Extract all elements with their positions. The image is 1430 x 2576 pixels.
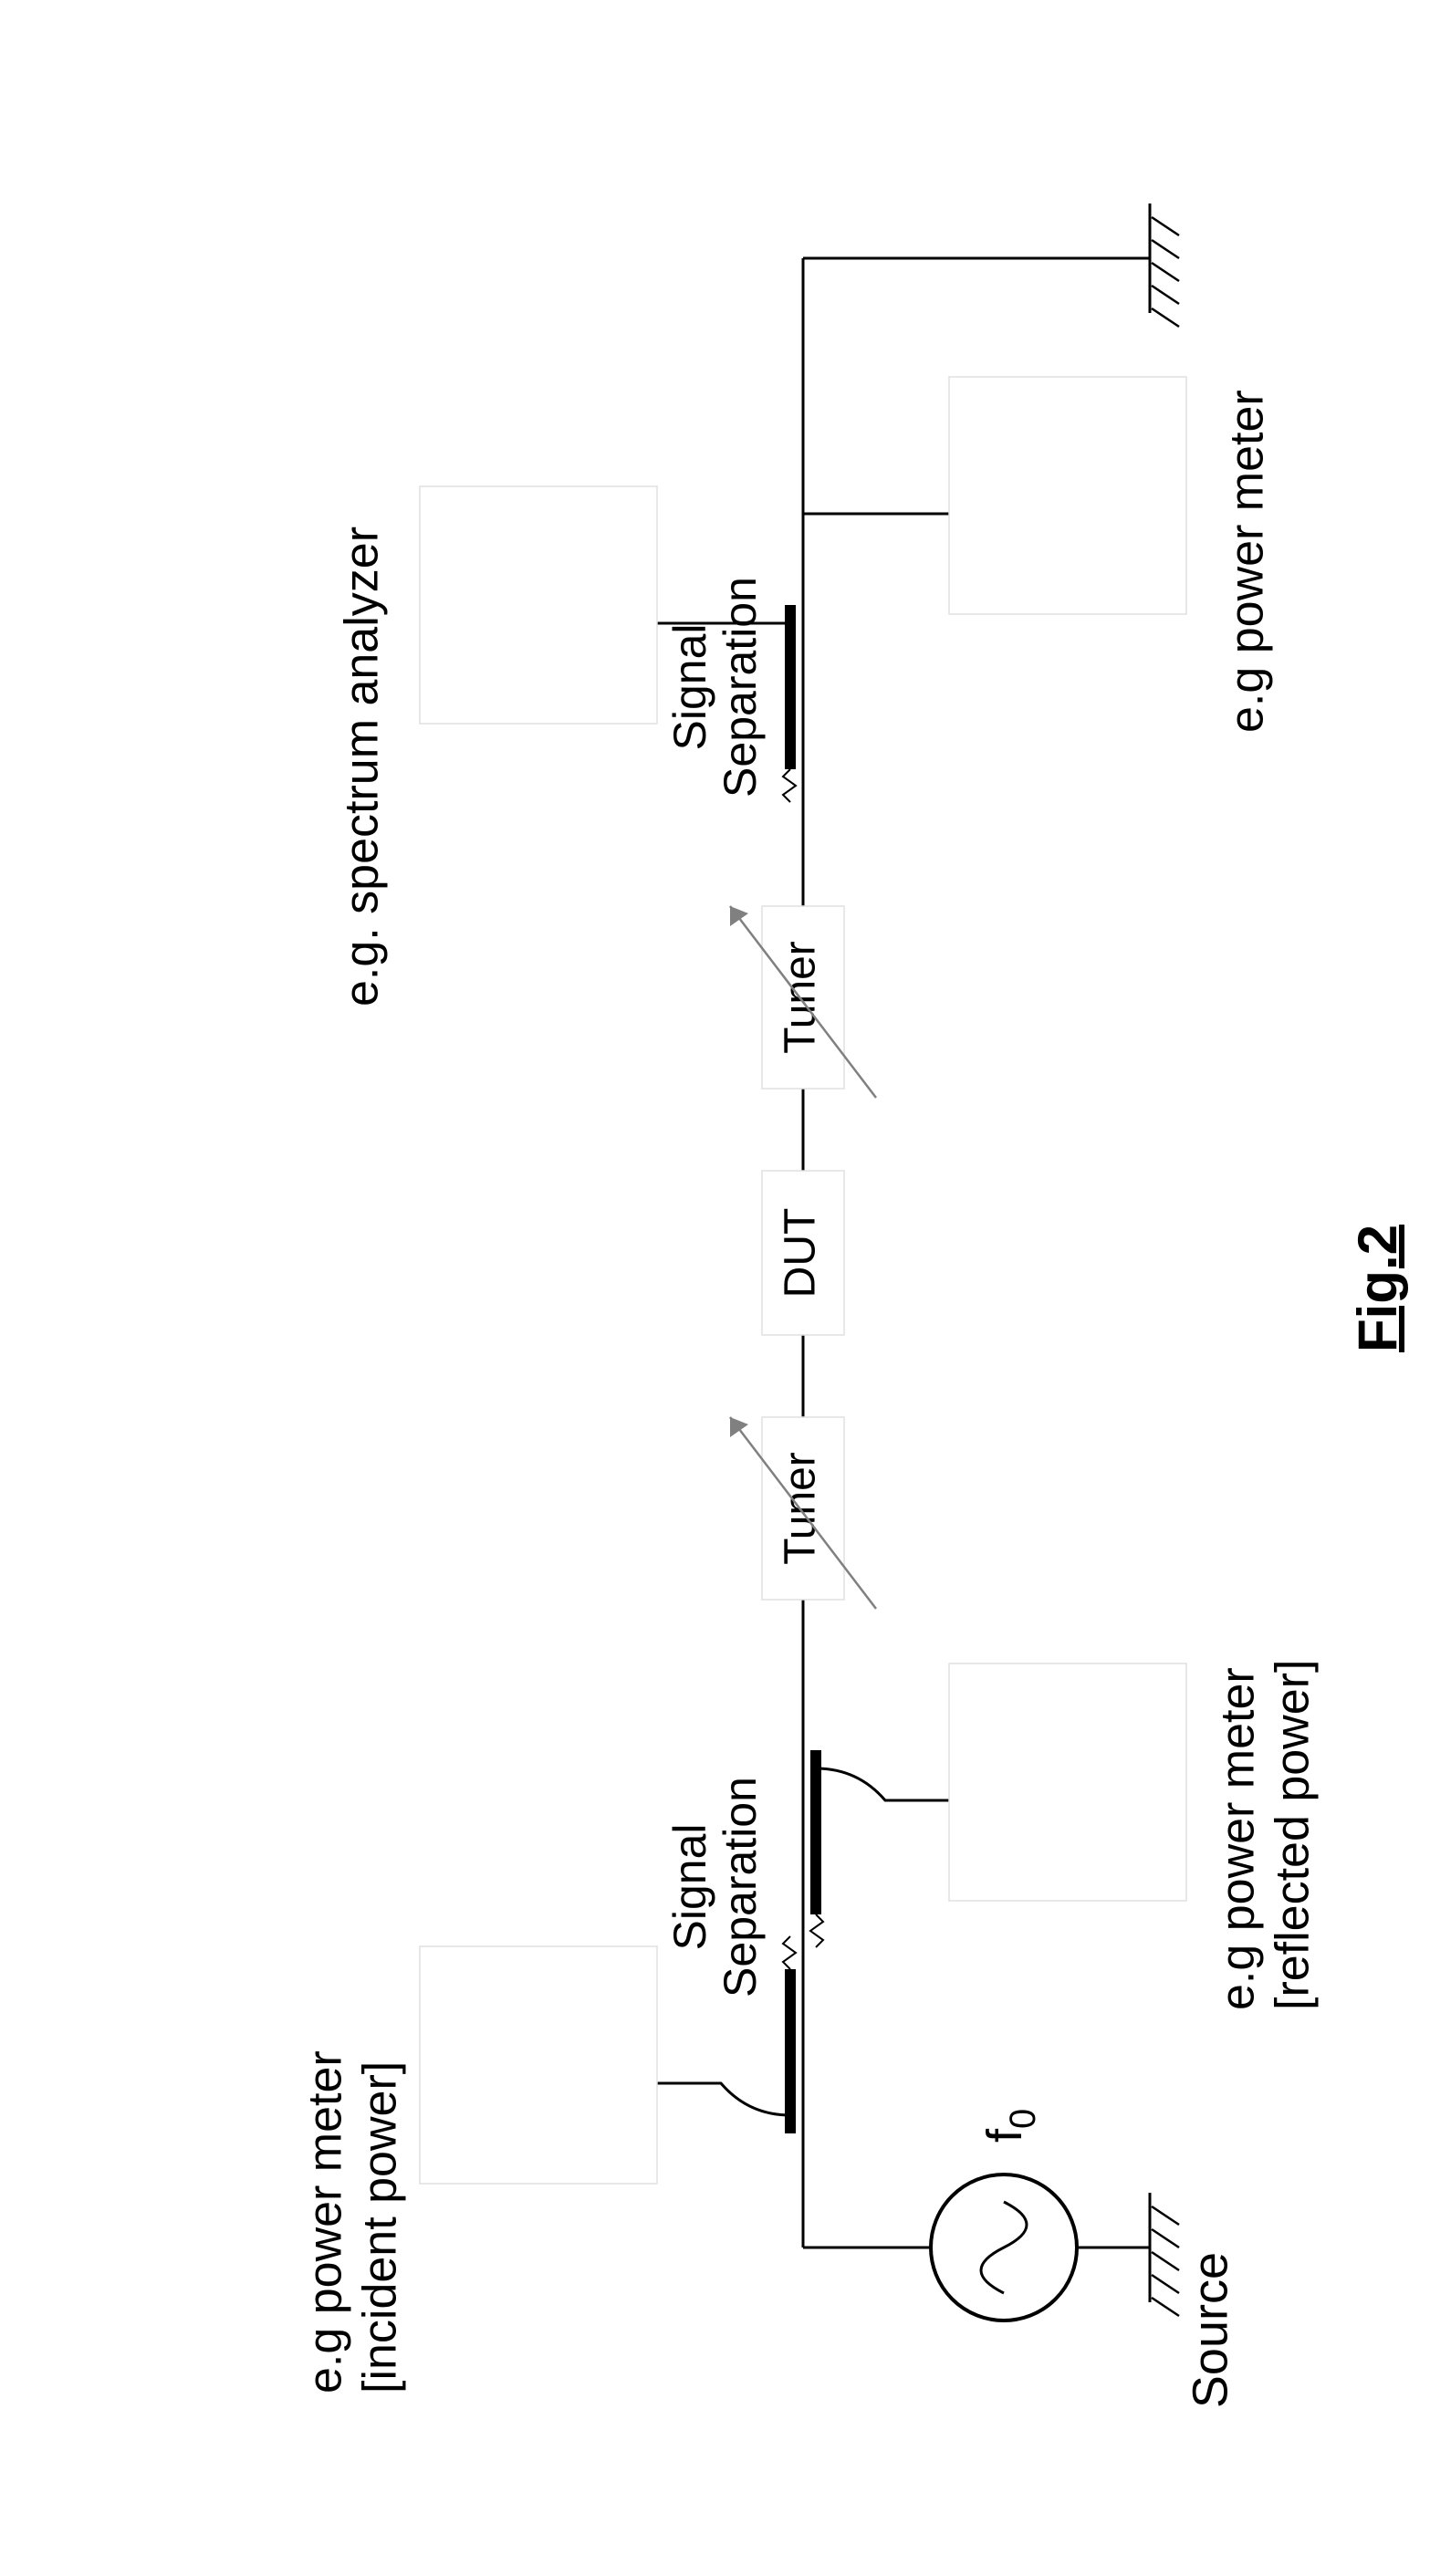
right-coupler-label-2: Separation <box>715 577 766 798</box>
source-freq: f0 <box>977 2109 1042 2143</box>
output-leg <box>803 377 1186 614</box>
incident-meter-label-2: [incident power] <box>354 2061 407 2393</box>
output-power-meter-box <box>949 377 1186 614</box>
figure-label: Fig.2 <box>1347 1225 1408 1352</box>
reflected-power-meter-box <box>949 1663 1186 1901</box>
incident-power-meter-box <box>420 1946 657 2184</box>
incident-meter-label-1: e.g power meter <box>299 2050 352 2393</box>
reflected-meter-label-2: [reflected power] <box>1267 1660 1320 2010</box>
dut-block: DUT <box>762 1171 844 1335</box>
tuner-right: Tuner <box>730 906 876 1098</box>
spectrum-label: e.g. spectrum analyzer <box>336 527 389 1006</box>
spectrum-analyzer-box <box>420 486 657 724</box>
output-meter-label: e.g power meter <box>1221 390 1274 733</box>
dut-label: DUT <box>777 1208 825 1298</box>
right-signal-separation: Signal Separation <box>420 486 796 802</box>
left-coupler-label-2: Separation <box>715 1777 766 1997</box>
right-coupler-label-1: Signal <box>664 624 715 751</box>
signal-source: Source f0 <box>803 2109 1237 2408</box>
left-coupler-label-1: Signal <box>664 1824 715 1951</box>
source-label: Source <box>1183 2252 1237 2408</box>
tuner-left: Tuner <box>730 1417 876 1609</box>
load-ground <box>803 203 1179 327</box>
reflected-meter-label-1: e.g power meter <box>1212 1667 1265 2010</box>
